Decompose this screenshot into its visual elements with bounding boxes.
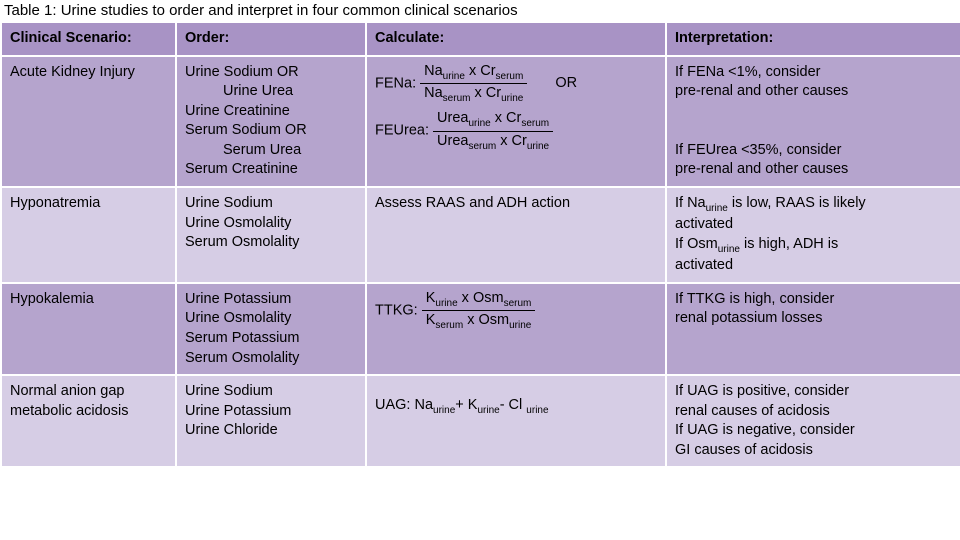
cell-scenario: Hyponatremia <box>1 187 176 283</box>
fraction-denominator: Kserum x Osmurine <box>422 311 536 331</box>
cell-scenario: Normal anion gap metabolic acidosis <box>1 375 176 467</box>
order-line: Serum Sodium OR <box>185 121 357 141</box>
subscript: urine <box>718 244 740 255</box>
table-header-row: Clinical Scenario:Order:Calculate:Interp… <box>1 22 960 56</box>
fraction-denominator: Ureaserum x Crurine <box>433 132 553 152</box>
interpretation-line: If UAG is negative, consider <box>675 421 952 441</box>
interpretation-line <box>675 102 952 122</box>
subscript: urine <box>477 405 499 416</box>
cell-scenario: Hypokalemia <box>1 283 176 375</box>
subscript: serum <box>521 118 549 129</box>
order-line: Serum Creatinine <box>185 160 357 180</box>
fraction-numerator: Kurine x Osmserum <box>422 290 536 311</box>
cell-interpretation: If FENa <1%, considerpre-renal and other… <box>666 56 960 187</box>
column-header: Interpretation: <box>666 22 960 56</box>
subscript: serum <box>443 93 471 104</box>
order-line: Urine Chloride <box>185 421 357 441</box>
cell-calculate: Assess RAAS and ADH action <box>366 187 666 283</box>
cell-interpretation: If TTKG is high, considerrenal potassium… <box>666 283 960 375</box>
order-line: Urine Osmolality <box>185 309 357 329</box>
calc-label: FENa: <box>375 75 420 91</box>
table-row: HypokalemiaUrine PotassiumUrine Osmolali… <box>1 283 960 375</box>
subscript: urine <box>443 70 465 81</box>
calc-label: FEUrea: <box>375 123 433 139</box>
order-line: Urine Potassium <box>185 290 357 310</box>
calc-inline: UAG: Naurine+ Kurine- Cl urine <box>375 396 657 417</box>
fraction-numerator: Ureaurine x Crserum <box>433 110 553 131</box>
table-row: HyponatremiaUrine SodiumUrine Osmolality… <box>1 187 960 283</box>
table-row: Normal anion gap metabolic acidosisUrine… <box>1 375 960 467</box>
cell-scenario: Acute Kidney Injury <box>1 56 176 187</box>
subscript: serum <box>468 141 496 152</box>
subscript: urine <box>501 93 523 104</box>
subscript: urine <box>526 405 548 416</box>
order-line: Urine Creatinine <box>185 102 357 122</box>
subscript: urine <box>706 203 728 214</box>
cell-calculate: UAG: Naurine+ Kurine- Cl urine <box>366 375 666 467</box>
interpretation-line <box>675 121 952 141</box>
order-line: Serum Urea <box>185 141 357 161</box>
order-line: Urine Sodium <box>185 382 357 402</box>
interpretation-line: activated <box>675 256 952 276</box>
or-label: OR <box>555 74 577 94</box>
cell-interpretation: If Naurine is low, RAAS is likelyactivat… <box>666 187 960 283</box>
interpretation-line: If Osmurine is high, ADH is <box>675 235 952 256</box>
interpretation-line: activated <box>675 215 952 235</box>
order-line: Serum Osmolality <box>185 233 357 253</box>
order-line: Urine Osmolality <box>185 214 357 234</box>
column-header: Order: <box>176 22 366 56</box>
subscript: urine <box>468 118 490 129</box>
fraction: Ureaurine x CrserumUreaserum x Crurine <box>433 110 553 152</box>
interpretation-line: GI causes of acidosis <box>675 441 952 461</box>
interpretation-line: If UAG is positive, consider <box>675 382 952 402</box>
interpretation-line: renal causes of acidosis <box>675 402 952 422</box>
cell-order: Urine SodiumUrine OsmolalitySerum Osmola… <box>176 187 366 283</box>
calc-label: TTKG: <box>375 303 422 319</box>
interpretation-line: renal potassium losses <box>675 309 952 329</box>
cell-order: Urine SodiumUrine PotassiumUrine Chlorid… <box>176 375 366 467</box>
calc-block: TTKG: Kurine x OsmserumKserum x Osmurine <box>375 290 657 332</box>
table-body: Acute Kidney InjuryUrine Sodium ORUrine … <box>1 56 960 468</box>
subscript: urine <box>527 141 549 152</box>
urine-studies-table: Clinical Scenario:Order:Calculate:Interp… <box>0 21 960 468</box>
cell-calculate: FENa: Naurine x CrserumNaserum x Crurine… <box>366 56 666 187</box>
order-line: Urine Sodium <box>185 194 357 214</box>
order-line: Serum Potassium <box>185 329 357 349</box>
table-row: Acute Kidney InjuryUrine Sodium ORUrine … <box>1 56 960 187</box>
fraction: Naurine x CrserumNaserum x Crurine <box>420 63 527 105</box>
interpretation-line: If FENa <1%, consider <box>675 63 952 83</box>
cell-interpretation: If UAG is positive, considerrenal causes… <box>666 375 960 467</box>
subscript: serum <box>496 70 524 81</box>
interpretation-line: If TTKG is high, consider <box>675 290 952 310</box>
interpretation-line: If Naurine is low, RAAS is likely <box>675 194 952 215</box>
cell-order: Urine Sodium ORUrine UreaUrine Creatinin… <box>176 56 366 187</box>
subscript: urine <box>433 405 455 416</box>
order-line: Serum Osmolality <box>185 349 357 369</box>
interpretation-line: If FEUrea <35%, consider <box>675 141 952 161</box>
order-line: Urine Potassium <box>185 402 357 422</box>
interpretation-line: pre-renal and other causes <box>675 160 952 180</box>
order-line: Urine Urea <box>185 82 357 102</box>
column-header: Calculate: <box>366 22 666 56</box>
calc-block: FEUrea: Ureaurine x CrserumUreaserum x C… <box>375 110 657 152</box>
subscript: serum <box>435 320 463 331</box>
fraction-denominator: Naserum x Crurine <box>420 84 527 104</box>
subscript: urine <box>509 320 531 331</box>
cell-order: Urine PotassiumUrine OsmolalitySerum Pot… <box>176 283 366 375</box>
cell-calculate: TTKG: Kurine x OsmserumKserum x Osmurine <box>366 283 666 375</box>
subscript: urine <box>435 298 457 309</box>
calc-block: FENa: Naurine x CrserumNaserum x Crurine… <box>375 63 657 105</box>
subscript: serum <box>504 298 532 309</box>
fraction: Kurine x OsmserumKserum x Osmurine <box>422 290 536 332</box>
table-caption: Table 1: Urine studies to order and inte… <box>0 0 960 21</box>
interpretation-line: pre-renal and other causes <box>675 82 952 102</box>
column-header: Clinical Scenario: <box>1 22 176 56</box>
order-line: Urine Sodium OR <box>185 63 357 83</box>
fraction-numerator: Naurine x Crserum <box>420 63 527 84</box>
